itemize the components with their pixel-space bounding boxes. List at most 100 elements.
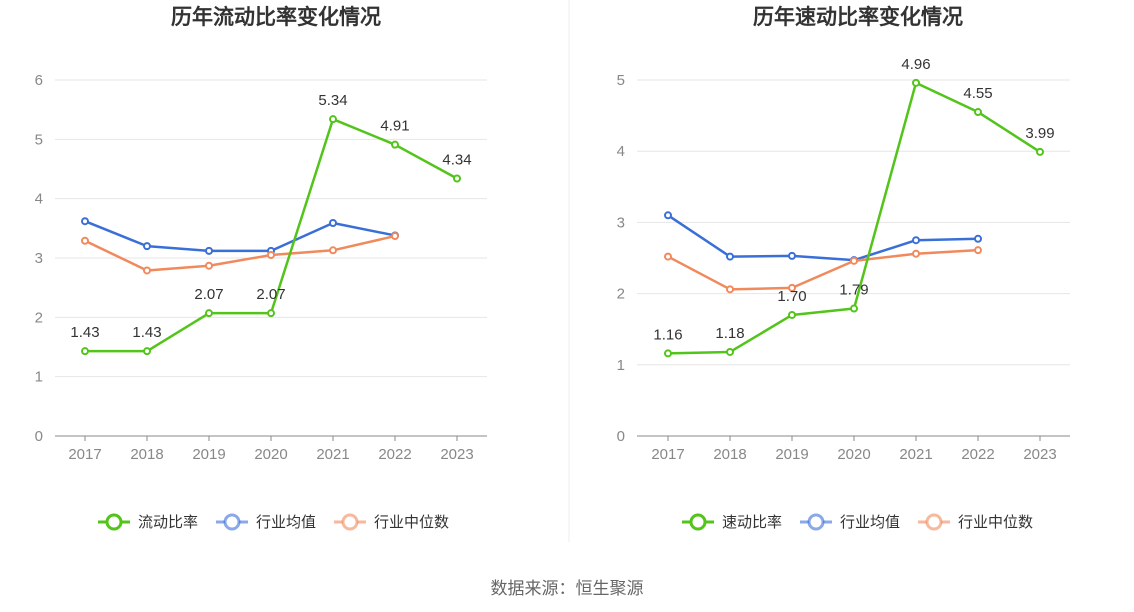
data-label: 4.91 bbox=[380, 118, 409, 135]
data-point[interactable] bbox=[664, 211, 672, 220]
data-label: 2.07 bbox=[194, 286, 223, 303]
data-point[interactable] bbox=[205, 246, 213, 255]
data-label: 1.43 bbox=[70, 324, 99, 341]
legend-label: 速动比率 bbox=[722, 514, 782, 531]
series-line bbox=[667, 248, 979, 291]
data-point[interactable] bbox=[81, 236, 89, 245]
data-point[interactable] bbox=[205, 261, 213, 270]
data-point[interactable] bbox=[1036, 147, 1044, 156]
data-label: 1.79 bbox=[839, 282, 868, 299]
data-point[interactable] bbox=[267, 251, 275, 260]
data-label: 1.43 bbox=[132, 324, 161, 341]
y-tick-label: 2 bbox=[617, 286, 625, 303]
x-tick-label: 2023 bbox=[1023, 446, 1056, 463]
legend-label: 流动比率 bbox=[138, 514, 198, 531]
data-point[interactable] bbox=[912, 78, 920, 87]
data-point[interactable] bbox=[329, 115, 337, 124]
data-label: 4.96 bbox=[901, 56, 930, 73]
x-tick-label: 2021 bbox=[899, 446, 932, 463]
data-point[interactable] bbox=[143, 266, 151, 275]
data-point[interactable] bbox=[974, 108, 982, 117]
y-tick-label: 4 bbox=[617, 143, 625, 160]
legend-swatch-marker bbox=[689, 513, 707, 531]
data-point[interactable] bbox=[788, 283, 796, 292]
x-tick-label: 2021 bbox=[316, 446, 349, 463]
x-tick-label: 2019 bbox=[775, 446, 808, 463]
y-tick-label: 3 bbox=[617, 214, 625, 231]
data-point[interactable] bbox=[81, 217, 89, 226]
legend-swatch-marker bbox=[807, 513, 825, 531]
legend-label: 行业均值 bbox=[256, 514, 316, 531]
y-tick-label: 1 bbox=[617, 357, 625, 374]
data-point[interactable] bbox=[788, 310, 796, 319]
legend-label: 行业中位数 bbox=[958, 514, 1033, 531]
legend-item[interactable]: 速动比率 bbox=[682, 513, 782, 531]
legend-item[interactable]: 行业均值 bbox=[216, 513, 316, 531]
y-tick-label: 4 bbox=[35, 191, 43, 208]
y-tick-label: 2 bbox=[35, 309, 43, 326]
data-point[interactable] bbox=[850, 256, 858, 265]
series-line bbox=[667, 214, 979, 262]
data-point[interactable] bbox=[850, 304, 858, 313]
chart-title: 历年流动比率变化情况 bbox=[171, 5, 381, 29]
data-point[interactable] bbox=[912, 249, 920, 258]
legend-item[interactable]: 行业中位数 bbox=[334, 513, 449, 531]
y-tick-label: 6 bbox=[35, 72, 43, 89]
data-point[interactable] bbox=[974, 234, 982, 243]
series-line bbox=[667, 81, 1041, 355]
y-tick-label: 1 bbox=[35, 369, 43, 386]
chart-title: 历年速动比率变化情况 bbox=[753, 5, 963, 29]
quick-ratio-chart: 历年速动比率变化情况 0 1 2 3 4 5 2017 2018 2019 2020 2021 2022… bbox=[617, 5, 1070, 531]
data-point[interactable] bbox=[143, 242, 151, 251]
data-point[interactable] bbox=[726, 285, 734, 294]
data-point[interactable] bbox=[81, 347, 89, 356]
data-point[interactable] bbox=[726, 252, 734, 261]
data-label: 1.16 bbox=[653, 326, 682, 343]
data-label: 4.34 bbox=[442, 151, 471, 168]
data-point[interactable] bbox=[329, 246, 337, 255]
y-tick-label: 5 bbox=[617, 72, 625, 89]
y-tick-label: 5 bbox=[35, 131, 43, 148]
x-tick-label: 2017 bbox=[68, 446, 101, 463]
x-tick-label: 2020 bbox=[837, 446, 870, 463]
data-point[interactable] bbox=[267, 309, 275, 318]
data-label: 2.07 bbox=[256, 286, 285, 303]
x-tick-label: 2019 bbox=[192, 446, 225, 463]
data-point[interactable] bbox=[726, 347, 734, 356]
data-label: 3.99 bbox=[1025, 125, 1054, 142]
data-point[interactable] bbox=[974, 246, 982, 255]
x-tick-label: 2017 bbox=[651, 446, 684, 463]
data-point[interactable] bbox=[391, 140, 399, 149]
y-tick-label: 3 bbox=[35, 250, 43, 267]
legend-item[interactable]: 流动比率 bbox=[98, 513, 198, 531]
legend-swatch-marker bbox=[223, 513, 241, 531]
x-tick-label: 2022 bbox=[378, 446, 411, 463]
data-point[interactable] bbox=[912, 236, 920, 245]
current-ratio-chart: 历年流动比率变化情况 0 1 2 3 4 5 6 2017 2018 2019 2020 2021 202… bbox=[35, 5, 487, 531]
legend-label: 行业中位数 bbox=[374, 514, 449, 531]
data-point[interactable] bbox=[453, 174, 461, 183]
data-point[interactable] bbox=[329, 218, 337, 227]
legend-swatch-marker bbox=[105, 513, 123, 531]
data-label: 4.55 bbox=[963, 85, 992, 102]
data-point[interactable] bbox=[788, 251, 796, 260]
y-tick-label: 0 bbox=[617, 428, 625, 445]
data-point[interactable] bbox=[143, 347, 151, 356]
data-point[interactable] bbox=[664, 252, 672, 261]
legend-item[interactable]: 行业均值 bbox=[800, 513, 900, 531]
x-tick-label: 2018 bbox=[713, 446, 746, 463]
legend-swatch-marker bbox=[341, 513, 359, 531]
data-point[interactable] bbox=[664, 349, 672, 358]
data-point[interactable] bbox=[391, 232, 399, 241]
data-source-note: 数据来源：恒生聚源 bbox=[490, 579, 644, 598]
series-line bbox=[84, 234, 396, 272]
data-label: 1.18 bbox=[715, 325, 744, 342]
legend-item[interactable]: 行业中位数 bbox=[918, 513, 1033, 531]
data-label: 1.70 bbox=[777, 288, 806, 305]
legend-label: 行业均值 bbox=[840, 514, 900, 531]
x-tick-label: 2023 bbox=[440, 446, 473, 463]
data-point[interactable] bbox=[205, 309, 213, 318]
legend-swatch-marker bbox=[925, 513, 943, 531]
data-label: 5.34 bbox=[318, 92, 347, 109]
